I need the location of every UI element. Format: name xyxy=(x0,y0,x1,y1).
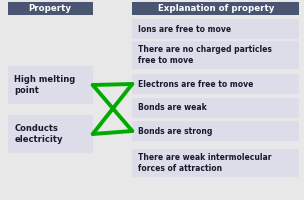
Text: High melting
point: High melting point xyxy=(14,75,75,95)
FancyBboxPatch shape xyxy=(132,74,299,94)
FancyBboxPatch shape xyxy=(132,98,299,118)
FancyBboxPatch shape xyxy=(8,115,93,153)
Text: There are no charged particles
free to move: There are no charged particles free to m… xyxy=(138,45,271,65)
Text: Ions are free to move: Ions are free to move xyxy=(138,24,231,33)
FancyBboxPatch shape xyxy=(132,19,299,39)
Text: Explanation of property: Explanation of property xyxy=(158,4,274,13)
FancyBboxPatch shape xyxy=(132,2,299,15)
Text: Bonds are weak: Bonds are weak xyxy=(138,104,206,112)
FancyBboxPatch shape xyxy=(132,121,299,141)
FancyBboxPatch shape xyxy=(132,149,299,177)
Text: Electrons are free to move: Electrons are free to move xyxy=(138,80,253,88)
FancyBboxPatch shape xyxy=(8,66,93,104)
FancyBboxPatch shape xyxy=(132,41,299,69)
Text: Conducts
electricity: Conducts electricity xyxy=(14,124,63,144)
Text: Bonds are strong: Bonds are strong xyxy=(138,127,212,136)
FancyBboxPatch shape xyxy=(8,2,93,15)
Text: There are weak intermolecular
forces of attraction: There are weak intermolecular forces of … xyxy=(138,153,271,173)
Text: Property: Property xyxy=(29,4,72,13)
